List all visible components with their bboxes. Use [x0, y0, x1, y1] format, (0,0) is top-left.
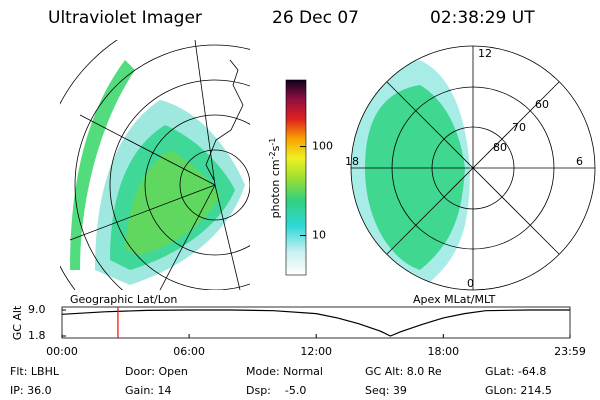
mlat-label: 80 — [493, 141, 507, 154]
colorbar-tick-label: 100 — [312, 140, 333, 153]
mlt-label: 0 — [467, 277, 474, 290]
colorbar — [285, 79, 307, 276]
status-field: IP: 36.0 — [10, 384, 52, 397]
status-field: Dsp: -5.0 — [246, 384, 306, 397]
colorbar-label: photon cm-2s-1 — [268, 138, 283, 219]
alt-plot-frame — [61, 306, 571, 339]
date: 26 Dec 07 — [272, 8, 359, 28]
status-field: Flt: LBHL — [10, 365, 60, 378]
status-field: Gain: 14 — [125, 384, 172, 397]
x-tick-label: 12:00 — [300, 345, 332, 358]
y-axis-label: GC Alt — [11, 305, 24, 340]
mlt-label: 18 — [345, 155, 359, 168]
time: 02:38:29 UT — [430, 8, 535, 28]
geographic-image — [60, 40, 250, 290]
colorbar-tick-label: 10 — [312, 229, 326, 242]
mlt-label: 6 — [576, 155, 583, 168]
status-field: GLat: -64.8 — [485, 365, 546, 378]
x-tick-label: 18:00 — [427, 345, 459, 358]
x-tick-label: 06:00 — [173, 345, 205, 358]
status-field: Door: Open — [125, 365, 188, 378]
alt-line — [61, 309, 570, 337]
status-field: GC Alt: 8.0 Re — [365, 365, 442, 378]
mlat-label: 60 — [535, 98, 549, 111]
x-tick-label: 23:59 — [554, 345, 586, 358]
status-field: Seq: 39 — [365, 384, 407, 397]
panel-label: Geographic Lat/Lon — [70, 293, 177, 306]
mlt-label: 12 — [478, 47, 492, 60]
apex-image — [350, 45, 596, 291]
title: Ultraviolet Imager — [48, 8, 202, 28]
status-field: Mode: Normal — [246, 365, 323, 378]
status-field: GLon: 214.5 — [485, 384, 552, 397]
y-tick-label: 9.0 — [28, 303, 46, 316]
x-tick-label: 00:00 — [46, 345, 78, 358]
mlat-label: 70 — [512, 121, 526, 134]
panel-label: Apex MLat/MLT — [413, 293, 496, 306]
y-tick-label: 1.8 — [28, 329, 46, 342]
